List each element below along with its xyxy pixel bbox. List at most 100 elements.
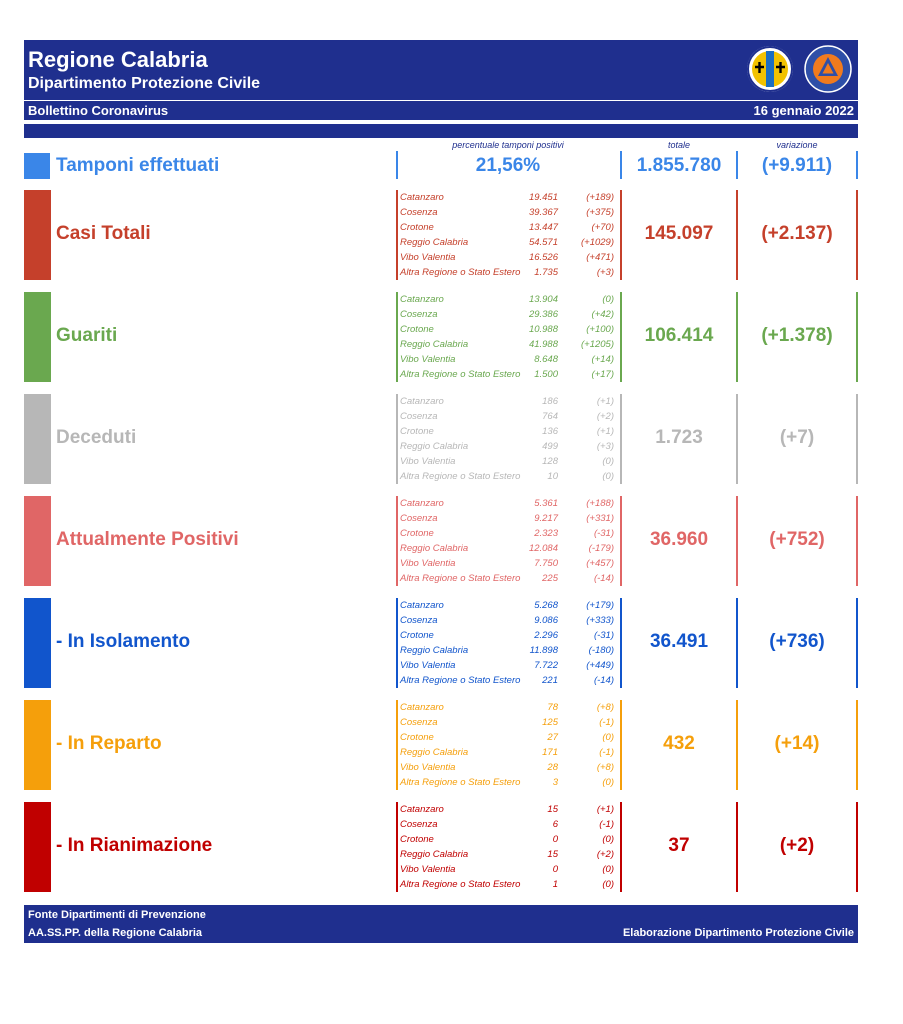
variation-column-header: variazione [776,140,818,150]
province-value: 28 [547,762,558,773]
province-delta: (0) [602,294,614,305]
tamponi-color-square [24,153,50,179]
province-row: Crotone 27 (0) [400,732,620,747]
province-breakdown: Catanzaro 78 (+8) Cosenza 125 (-1) Crotone 27 (0… [397,700,619,790]
province-row: Cosenza 125 (-1) [400,717,620,732]
province-name: Reggio Calabria [400,747,469,758]
province-row: Vibo Valentia 7.750 (+457) [400,558,620,573]
section-total: 432 [663,733,695,754]
province-delta: (+1) [596,426,614,437]
province-name: Reggio Calabria [400,339,469,350]
province-breakdown: Catanzaro 15 (+1) Cosenza 6 (-1) Crotone 0 (0) Re… [397,802,619,892]
province-delta: (-180) [588,645,614,656]
separator [620,394,622,484]
separator [620,292,622,382]
province-name: Cosenza [400,411,438,422]
province-row: Catanzaro 186 (+1) [400,396,620,411]
province-row: Altra Regione o Stato Estero 221 (-14) [400,675,620,690]
province-value: 8.648 [534,354,558,365]
separator [396,496,398,586]
province-delta: (+2) [596,411,614,422]
province-delta: (+1029) [580,237,614,248]
province-row: Vibo Valentia 28 (+8) [400,762,620,777]
province-name: Reggio Calabria [400,645,469,656]
province-value: 15 [547,849,558,860]
province-row: Vibo Valentia 8.648 (+14) [400,354,620,369]
separator [856,496,858,586]
province-row: Catanzaro 15 (+1) [400,804,620,819]
footer: Fonte Dipartimenti di Prevenzione AA.SS.… [24,905,858,943]
province-delta: (+3) [596,441,614,452]
province-row: Catanzaro 19.451 (+189) [400,192,620,207]
province-row: Cosenza 29.386 (+42) [400,309,620,324]
province-value: 225 [542,573,558,584]
province-row: Crotone 2.323 (-31) [400,528,620,543]
province-delta: (0) [602,879,614,890]
province-delta: (-31) [593,630,614,641]
province-value: 10 [547,471,558,482]
section-variation: (+2.137) [761,223,833,244]
province-breakdown: Catanzaro 13.904 (0) Cosenza 29.386 (+42) Crot… [397,292,619,382]
province-row: Crotone 136 (+1) [400,426,620,441]
elaboration-credit: Elaborazione Dipartimento Protezione Civ… [622,927,854,939]
province-delta: (+70) [591,222,614,233]
separator [396,394,398,484]
province-value: 125 [542,717,558,728]
province-name: Crotone [400,834,434,845]
province-name: Altra Regione o Stato Estero [400,573,521,584]
separator [620,598,622,688]
province-row: Vibo Valentia 16.526 (+471) [400,252,620,267]
section-2: Deceduti Catanzaro 186 (+1) Cosenza 764 (+2) Cr… [24,394,858,484]
separator [736,292,738,382]
province-name: Cosenza [400,207,438,218]
province-row: Altra Regione o Stato Estero 225 (-14) [400,573,620,588]
province-value: 1 [552,879,558,890]
section-color-square [24,802,51,892]
separator [856,190,858,280]
province-row: Cosenza 9.086 (+333) [400,615,620,630]
province-delta: (+188) [586,498,614,509]
province-row: Reggio Calabria 54.571 (+1029) [400,237,620,252]
province-name: Catanzaro [400,804,444,815]
province-delta: (-1) [599,717,614,728]
separator [736,802,738,892]
province-name: Vibo Valentia [400,456,456,467]
province-value: 0 [552,864,558,875]
province-row: Reggio Calabria 499 (+3) [400,441,620,456]
province-name: Cosenza [400,819,438,830]
separator [396,190,398,280]
region-title: Regione Calabria [28,47,208,72]
section-4: - In Isolamento Catanzaro 5.268 (+179) Cosen… [24,598,858,688]
province-row: Reggio Calabria 171 (-1) [400,747,620,762]
section-color-square [24,190,51,280]
section-total: 36.491 [649,631,709,652]
province-value: 39.367 [528,207,558,218]
province-delta: (+1) [596,396,614,407]
separator [396,598,398,688]
province-value: 78 [547,702,558,713]
province-value: 5.361 [534,498,558,509]
province-row: Altra Regione o Stato Estero 10 (0) [400,471,620,486]
province-delta: (+3) [596,267,614,278]
separator [396,292,398,382]
section-color-square [24,598,51,688]
section-6: - In Rianimazione Catanzaro 15 (+1) Cosenza 6… [24,802,858,892]
province-value: 9.217 [534,513,558,524]
section-title: Deceduti [56,427,137,448]
province-value: 6 [552,819,558,830]
province-name: Crotone [400,630,434,641]
province-delta: (+179) [586,600,614,611]
province-delta: (+189) [586,192,614,203]
province-value: 764 [542,411,558,422]
province-value: 41.988 [528,339,558,350]
province-value: 2.296 [534,630,558,641]
province-breakdown: Catanzaro 19.451 (+189) Cosenza 39.367 (+375)… [397,190,619,280]
province-delta: (+14) [591,354,614,365]
section-total: 36.960 [649,529,709,550]
province-row: Altra Regione o Stato Estero 1.735 (+3) [400,267,620,282]
section-variation: (+2) [779,835,815,856]
section-title: - In Reparto [56,733,162,754]
province-row: Cosenza 39.367 (+375) [400,207,620,222]
province-value: 13.904 [528,294,558,305]
province-row: Altra Regione o Stato Estero 3 (0) [400,777,620,792]
